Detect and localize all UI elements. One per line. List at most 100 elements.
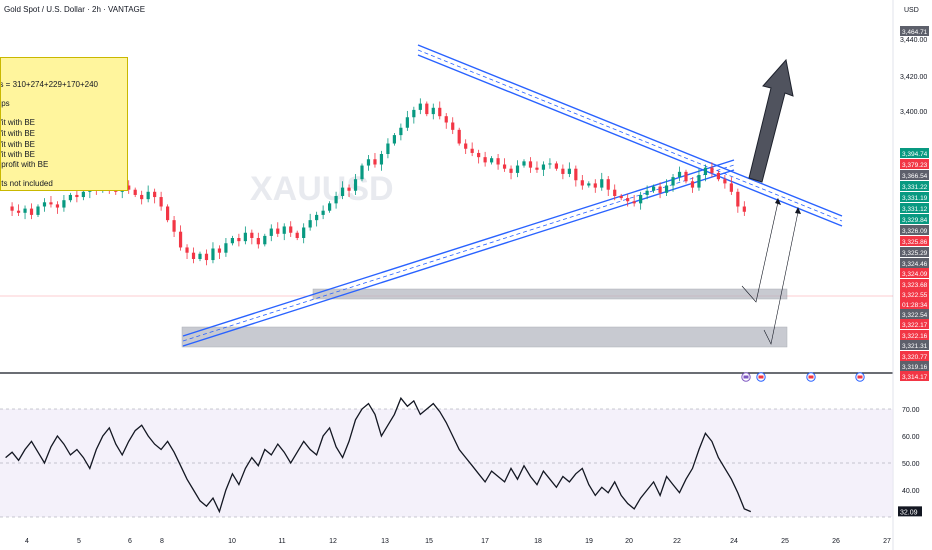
candle-body [425, 103, 429, 115]
candle-body [690, 181, 695, 188]
price-label: 3,320.77 [902, 354, 928, 361]
price-label: 3,379.23 [902, 162, 928, 169]
candle-body [710, 167, 714, 173]
candle-body [308, 220, 312, 228]
price-label: 3,324.46 [902, 261, 928, 268]
candle-body [133, 189, 137, 195]
candle-body [574, 168, 578, 181]
price-label: 3,314.17 [902, 374, 928, 381]
candle-body [29, 208, 34, 215]
time-tick: 4 [25, 538, 29, 545]
rsi-tick: 40.00 [902, 488, 920, 495]
candle-body [528, 161, 533, 168]
note-line: s profit with BE [0, 160, 49, 169]
price-label: 3,325.29 [902, 250, 928, 257]
candle-body [23, 208, 27, 213]
rsi-last-bg [898, 506, 922, 517]
time-tick: 15 [425, 538, 433, 545]
price-label-bg [900, 236, 929, 246]
event-markers[interactable] [741, 372, 865, 382]
candle-body [373, 159, 377, 165]
price-label-bg [900, 225, 929, 235]
candle-body [405, 117, 409, 128]
rsi-tick: 50.00 [902, 461, 920, 468]
rsi-tick: 60.00 [902, 434, 920, 441]
candle-body [302, 227, 306, 238]
price-label-bg [900, 192, 929, 202]
candle-body [431, 107, 435, 115]
price-label-bg [900, 214, 929, 224]
candle-body [263, 235, 267, 245]
descending-channel-mid [417, 49, 843, 222]
price-label-bg [900, 26, 929, 36]
price-label-bg [900, 289, 929, 299]
candle-body [140, 194, 144, 200]
price-label-bg [900, 371, 929, 381]
candle-body [619, 196, 623, 199]
price-label: 3,324.09 [902, 271, 928, 278]
candle-body [541, 164, 546, 170]
price-label: 3,321.31 [902, 343, 928, 350]
candle-body [632, 201, 636, 204]
price-tick: 3,400.00 [900, 109, 927, 116]
price-label-bg [900, 268, 929, 278]
candle-body [146, 191, 150, 200]
price-label: 3,322.17 [902, 322, 928, 329]
candle-body [613, 189, 617, 196]
candle-body [379, 154, 384, 165]
candle-body [62, 200, 66, 208]
candle-body [593, 183, 597, 188]
price-label: 3,331.12 [902, 206, 928, 213]
candle-body [243, 232, 247, 242]
arrowhead-2 [795, 207, 801, 214]
symbol-title[interactable]: Gold Spot / U.S. Dollar · 2h · VANTAGE [4, 5, 146, 14]
event-icon-mark [857, 375, 863, 379]
price-label: 3,323.68 [902, 282, 928, 289]
event-icon-mark [808, 375, 814, 379]
candle-body [652, 186, 656, 191]
price-label-bg [900, 309, 929, 319]
candle-body [639, 194, 643, 204]
candle-body [457, 129, 461, 144]
price-label: 3,464.71 [902, 29, 928, 36]
price-label: 3,331.22 [902, 184, 928, 191]
price-label-bg [900, 330, 929, 340]
price-label: 3,319.16 [902, 364, 928, 371]
trade-note[interactable]: ps = 310+274+229+170+240 pips ofit with … [0, 57, 128, 191]
candle-body [399, 127, 403, 136]
candle-body [198, 253, 202, 259]
currency-label: USD [904, 7, 919, 14]
candle-body [554, 163, 558, 169]
price-label-bg [900, 148, 929, 158]
note-line: pips [1, 99, 10, 108]
price-tick: 3,420.00 [900, 74, 927, 81]
candle-body [75, 194, 79, 198]
support-zones [181, 288, 788, 348]
time-axis[interactable]: 4 5 6 8 10 11 12 13 15 17 18 19 20 22 24 25 26 27 [25, 538, 891, 545]
price-axis[interactable]: 3,400.00 3,420.00 3,440.003,464.71 3,394.74… [900, 26, 929, 381]
price-label-bg [900, 319, 929, 329]
candle-body [10, 206, 14, 211]
price-label: 01:28:34 [902, 302, 928, 309]
candle-body [626, 198, 630, 202]
candle-body [366, 159, 371, 166]
event-icon-mark [758, 375, 764, 379]
candle-body [729, 183, 733, 192]
candle-body [483, 157, 487, 163]
candle-body [289, 226, 293, 233]
projection-arrows[interactable] [741, 58, 801, 345]
candle-body [224, 243, 228, 253]
time-tick: 19 [585, 538, 593, 545]
time-tick: 13 [381, 538, 389, 545]
candle-body [386, 143, 390, 154]
candle-body [276, 228, 280, 234]
candle-body [16, 210, 21, 213]
candle-body [42, 202, 47, 207]
descending-channel-edge-top [417, 44, 843, 217]
candle-body [664, 185, 669, 193]
candle-body [295, 232, 299, 238]
candle-body [392, 135, 396, 144]
candle-body [315, 214, 319, 221]
candle-body [256, 238, 260, 245]
